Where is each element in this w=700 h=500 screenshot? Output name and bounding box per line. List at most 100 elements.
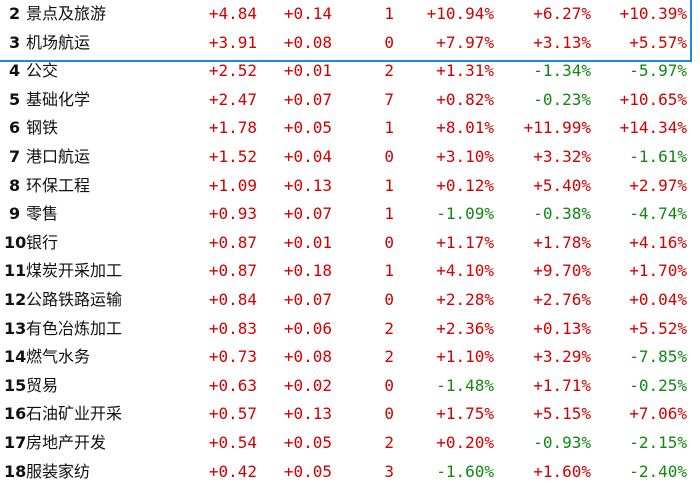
count-value: 0 [384,404,394,424]
count-value: 1 [384,4,394,23]
table-row[interactable]: 14 燃气水务 +0.73 +0.08 2 +1.10% +3.29% -7.85% [0,343,700,372]
table-row[interactable]: 15 贸易 +0.63 +0.02 0 -1.48% +1.71% -0.25% [0,372,700,401]
row-rank: 9 [9,204,21,224]
change-value: +0.84 [208,289,257,309]
table-row[interactable]: 18 服装家纺 +0.42 +0.05 3 -1.60% +1.60% -2.40% [0,458,700,487]
table-row[interactable]: 12 公路铁路运输 +0.84 +0.07 0 +2.28% +2.76% +0.04% [0,286,700,315]
pct-change-1: -1.09% [436,204,494,224]
change-value: +3.91 [208,32,257,52]
pct-change-1: +1.75% [436,404,494,424]
pct-change-3: +4.16% [629,232,687,252]
count-value: 7 [384,89,394,109]
row-rank: 15 [4,375,27,395]
change-value-2: +0.05 [283,432,332,452]
pct-change-3: -2.15% [629,432,687,452]
industry-name: 服装家纺 [26,461,91,481]
change-value-2: +0.14 [283,4,332,23]
pct-change-1: +8.01% [436,118,494,138]
pct-change-2: +1.60% [533,461,591,481]
industry-name: 有色冶炼加工 [26,318,123,338]
count-value: 0 [384,32,394,52]
change-value-2: +0.13 [283,175,332,195]
industry-name: 钢铁 [26,118,59,138]
row-rank: 5 [9,89,21,109]
pct-change-1: -1.60% [436,461,494,481]
change-value-2: +0.13 [283,404,332,424]
count-value: 2 [384,61,394,81]
pct-change-3: +10.65% [619,89,687,109]
change-value-2: +0.05 [283,118,332,138]
table-row[interactable]: 10 银行 +0.87 +0.01 0 +1.17% +1.78% +4.16% [0,229,700,258]
count-value: 1 [384,118,394,138]
count-value: 0 [384,375,394,395]
table-row[interactable]: 11 煤炭开采加工 +0.87 +0.18 1 +4.10% +9.70% +1.70% [0,257,700,286]
pct-change-3: -0.25% [629,375,687,395]
pct-change-2: +9.70% [533,261,591,281]
count-value: 2 [384,347,394,367]
pct-change-2: +11.99% [523,118,591,138]
change-value: +0.87 [208,261,257,281]
count-value: 1 [384,204,394,224]
change-value-2: +0.08 [283,347,332,367]
industry-name: 机场航运 [26,32,91,52]
table-row[interactable]: 9 零售 +0.93 +0.07 1 -1.09% -0.38% -4.74% [0,200,700,229]
change-value-2: +0.08 [283,32,332,52]
change-value-2: +0.04 [283,146,332,166]
industry-name: 公交 [26,61,59,81]
pct-change-1: +1.31% [436,61,494,81]
row-rank: 14 [4,347,27,367]
change-value: +0.54 [208,432,257,452]
row-rank: 13 [4,318,27,338]
pct-change-3: +1.70% [629,261,687,281]
pct-change-2: +0.13% [533,318,591,338]
change-value: +0.42 [208,461,257,481]
change-value: +1.52 [208,146,257,166]
change-value: +0.87 [208,232,257,252]
pct-change-1: +4.10% [436,261,494,281]
industry-name: 银行 [26,232,59,252]
pct-change-3: +5.52% [629,318,687,338]
pct-change-3: +7.06% [629,404,687,424]
pct-change-3: +5.57% [629,32,687,52]
table-row[interactable]: 13 有色冶炼加工 +0.83 +0.06 2 +2.36% +0.13% +5.52% [0,315,700,344]
pct-change-2: +3.13% [533,32,591,52]
change-value-2: +0.07 [283,89,332,109]
change-value-2: +0.07 [283,204,332,224]
table-row[interactable]: 4 公交 +2.52 +0.01 2 +1.31% -1.34% -5.97% [0,57,700,86]
change-value-2: +0.06 [283,318,332,338]
industry-ranking-table: 2 景点及旅游 +4.84 +0.14 1 +10.94% +6.27% +10.39% 3 机场… [0,0,700,487]
industry-name: 公路铁路运输 [26,289,123,309]
count-value: 1 [384,261,394,281]
table-row[interactable]: 3 机场航运 +3.91 +0.08 0 +7.97% +3.13% +5.57% [0,29,700,58]
row-rank: 3 [9,32,21,52]
table-row[interactable]: 16 石油矿业开采 +0.57 +0.13 0 +1.75% +5.15% +7.06% [0,400,700,429]
table-row[interactable]: 5 基础化学 +2.47 +0.07 7 +0.82% -0.23% +10.65% [0,86,700,115]
industry-name: 贸易 [26,375,59,395]
change-value-2: +0.01 [283,61,332,81]
pct-change-3: -1.61% [629,146,687,166]
industry-name: 燃气水务 [26,347,91,367]
count-value: 1 [384,175,394,195]
table-row[interactable]: 2 景点及旅游 +4.84 +0.14 1 +10.94% +6.27% +10.39% [0,0,700,29]
pct-change-1: +0.12% [436,175,494,195]
count-value: 0 [384,146,394,166]
count-value: 0 [384,232,394,252]
change-value: +2.52 [208,61,257,81]
change-value: +0.57 [208,404,257,424]
table-row[interactable]: 8 环保工程 +1.09 +0.13 1 +0.12% +5.40% +2.97% [0,172,700,201]
pct-change-2: +5.40% [533,175,591,195]
pct-change-2: +6.27% [533,4,591,23]
row-rank: 7 [9,146,21,166]
industry-name: 零售 [26,204,59,224]
table-row[interactable]: 6 钢铁 +1.78 +0.05 1 +8.01% +11.99% +14.34% [0,114,700,143]
row-rank: 16 [4,404,27,424]
pct-change-3: -5.97% [629,61,687,81]
table-row[interactable]: 7 港口航运 +1.52 +0.04 0 +3.10% +3.32% -1.61% [0,143,700,172]
pct-change-1: +3.10% [436,146,494,166]
industry-name: 港口航运 [26,146,91,166]
industry-name: 基础化学 [26,89,91,109]
table-row[interactable]: 17 房地产开发 +0.54 +0.05 2 +0.20% -0.93% -2.15% [0,429,700,458]
pct-change-1: -1.48% [436,375,494,395]
change-value: +0.73 [208,347,257,367]
pct-change-3: -2.40% [629,461,687,481]
